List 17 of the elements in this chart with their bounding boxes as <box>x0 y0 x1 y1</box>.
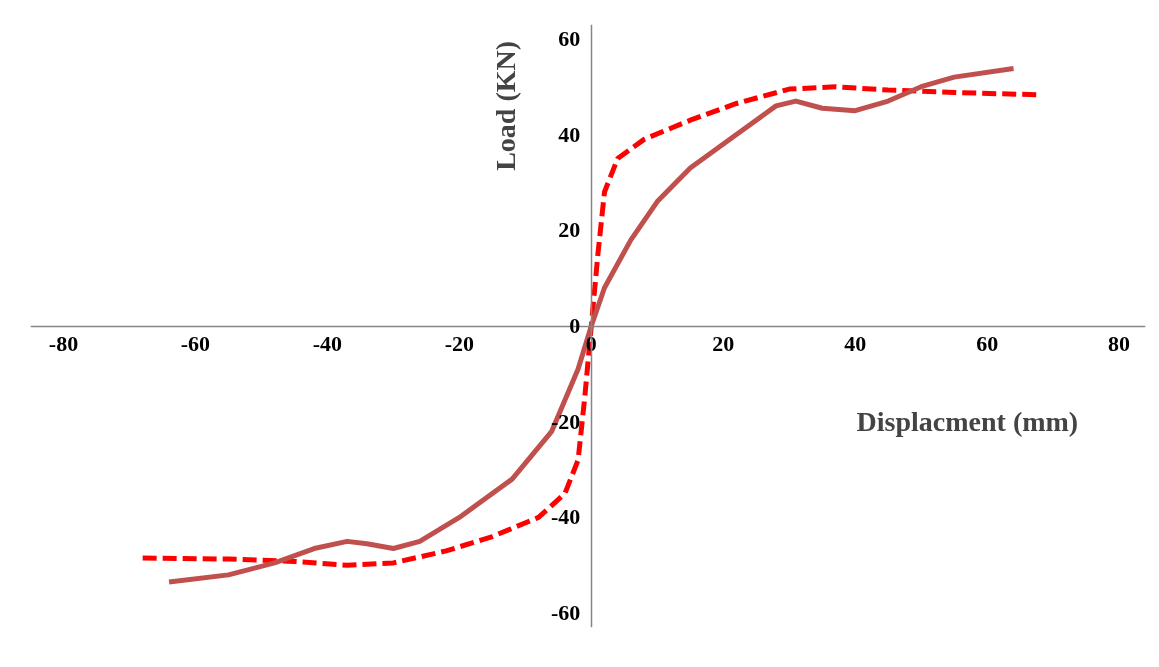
x-tick-label: -40 <box>312 331 343 356</box>
x-tick-label: 20 <box>712 331 735 356</box>
y-tick-label: 0 <box>569 313 581 338</box>
y-tick-label: -40 <box>550 504 581 530</box>
x-tick-label: 60 <box>976 331 999 356</box>
x-tick-label: 40 <box>844 331 867 356</box>
x-tick-label: -60 <box>180 331 211 356</box>
x-axis-title: Displacment (mm) <box>856 406 1079 438</box>
x-tick-label: -80 <box>48 331 79 356</box>
y-tick-label: 20 <box>558 217 581 243</box>
y-tick-label: -60 <box>550 600 581 626</box>
y-tick-label: 40 <box>558 121 581 147</box>
x-tick-label: 80 <box>1108 331 1131 356</box>
x-tick-label: -20 <box>444 331 475 356</box>
y-axis-title: Load (KN) <box>490 40 522 171</box>
y-tick-label: 60 <box>558 25 581 51</box>
x-tick-label: 0 <box>585 331 597 356</box>
